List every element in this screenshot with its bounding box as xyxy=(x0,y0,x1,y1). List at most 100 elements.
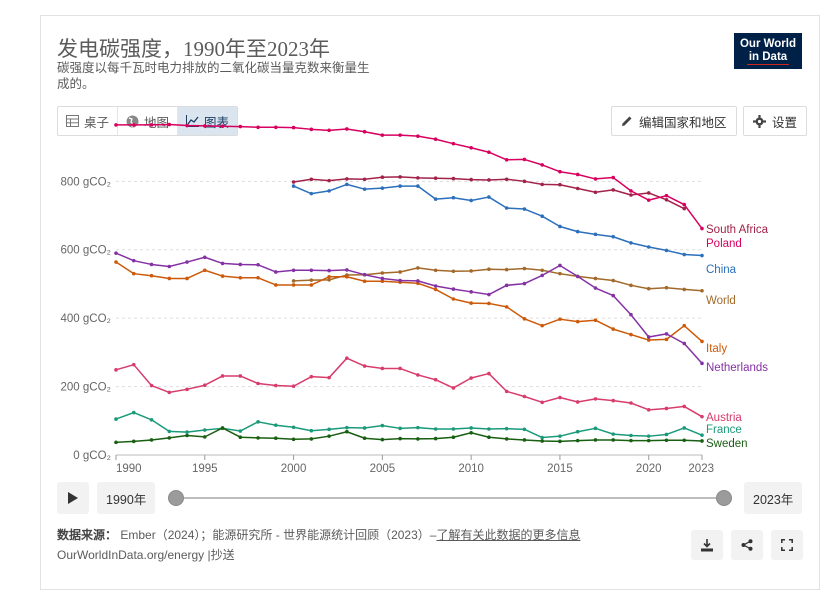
data-point-south-africa-2004 xyxy=(362,177,367,182)
series-line-netherlands xyxy=(115,252,703,364)
series-line-france xyxy=(115,411,703,439)
tab-table[interactable]: 桌子 xyxy=(58,107,119,135)
timeline-end-year[interactable]: 2023年 xyxy=(744,482,803,514)
edit-countries-label: 编辑国家和地区 xyxy=(639,115,727,130)
timeline-start-handle[interactable] xyxy=(168,490,184,506)
series-label-world: World xyxy=(706,295,736,307)
data-point-france-2000 xyxy=(291,425,296,430)
fullscreen-button[interactable] xyxy=(771,530,803,560)
data-point-china-2014 xyxy=(540,214,544,219)
data-point-poland-1997 xyxy=(238,124,243,129)
data-point-china-2020 xyxy=(646,245,651,249)
series-label-china: China xyxy=(706,264,737,276)
data-point-sweden-2014 xyxy=(540,439,544,443)
data-point-france-2013 xyxy=(522,427,527,432)
data-point-italy-2011 xyxy=(487,301,491,306)
data-point-sweden-1995 xyxy=(202,435,207,439)
data-point-china-2007 xyxy=(416,184,420,188)
data-point-france-2019 xyxy=(629,433,633,438)
y-tick-label-800: 800 gCO₂ xyxy=(61,176,112,188)
data-point-france-1997 xyxy=(238,429,243,433)
data-point-netherlands-2014 xyxy=(540,273,544,278)
data-point-china-2017 xyxy=(593,232,598,237)
data-point-poland-1999 xyxy=(274,125,278,130)
view-tabs: 桌子 地图 图表 xyxy=(57,106,239,136)
data-point-south-africa-2017 xyxy=(593,190,598,195)
data-point-world-2014 xyxy=(540,268,544,273)
data-point-poland-2004 xyxy=(362,129,367,134)
data-point-south-africa-2018 xyxy=(611,188,616,192)
data-point-world-2015 xyxy=(558,271,562,276)
play-button[interactable] xyxy=(57,482,89,514)
data-point-france-1998 xyxy=(256,420,260,424)
share-button[interactable] xyxy=(731,530,763,560)
series-label-netherlands: Netherlands xyxy=(706,362,768,374)
data-point-world-2020 xyxy=(646,286,651,291)
data-point-italy-2014 xyxy=(540,323,544,328)
data-point-poland-2021 xyxy=(664,193,669,198)
timeline-track[interactable] xyxy=(176,497,724,499)
data-point-sweden-2011 xyxy=(487,435,491,440)
owid-url[interactable]: OurWorldInData.org/energy |抄送 xyxy=(57,548,235,562)
data-point-italy-2012 xyxy=(504,305,509,309)
data-point-sweden-1990 xyxy=(114,440,118,445)
data-point-poland-2023 xyxy=(700,226,704,231)
data-point-netherlands-2022 xyxy=(682,341,687,346)
data-point-sweden-2004 xyxy=(362,436,367,441)
data-point-south-africa-2005 xyxy=(380,175,385,180)
data-point-sweden-2019 xyxy=(629,438,633,443)
sources-link[interactable]: 了解有关此数据的更多信息 xyxy=(436,528,581,542)
data-point-italy-1992 xyxy=(149,273,154,278)
data-point-sweden-2006 xyxy=(398,436,402,441)
data-point-italy-1995 xyxy=(202,268,207,273)
tab-chart[interactable]: 图表 xyxy=(178,107,238,135)
data-point-france-2001 xyxy=(309,428,314,433)
data-point-sweden-1997 xyxy=(238,435,243,440)
data-point-south-africa-2014 xyxy=(540,182,544,187)
data-point-south-africa-2016 xyxy=(575,186,580,191)
timeline-end-handle[interactable] xyxy=(716,490,732,506)
data-point-italy-2010 xyxy=(469,301,473,305)
data-point-austria-2011 xyxy=(487,371,491,376)
settings-button[interactable]: 设置 xyxy=(743,106,808,136)
data-point-world-2019 xyxy=(629,283,633,288)
data-point-world-2008 xyxy=(433,268,438,273)
data-point-austria-2014 xyxy=(540,400,544,405)
data-point-sweden-2018 xyxy=(611,438,616,442)
owid-logo[interactable]: Our World in Data xyxy=(734,33,802,69)
timeline-start-year[interactable]: 1990年 xyxy=(97,482,156,514)
data-point-netherlands-2005 xyxy=(380,276,385,281)
data-point-austria-2013 xyxy=(522,394,527,399)
data-point-sweden-2000 xyxy=(291,437,296,442)
data-point-france-2003 xyxy=(345,425,349,430)
data-point-austria-2022 xyxy=(682,404,687,409)
data-point-poland-2018 xyxy=(611,175,616,180)
x-tick-label-2010: 2010 xyxy=(458,463,484,475)
data-point-netherlands-2018 xyxy=(611,293,616,298)
data-point-italy-2023 xyxy=(700,339,704,344)
data-point-sweden-1992 xyxy=(149,438,154,442)
download-button[interactable] xyxy=(691,530,723,560)
data-point-sweden-1991 xyxy=(131,439,136,444)
data-point-world-2017 xyxy=(593,276,598,281)
data-point-china-2018 xyxy=(611,234,616,239)
edit-countries-button[interactable]: 编辑国家和地区 xyxy=(611,106,737,136)
data-point-south-africa-2020 xyxy=(646,191,651,195)
data-point-china-2005 xyxy=(380,186,385,190)
data-point-china-2010 xyxy=(469,198,473,203)
data-point-poland-2022 xyxy=(682,202,687,207)
data-point-austria-2003 xyxy=(345,356,349,360)
data-point-china-2012 xyxy=(504,206,509,210)
data-point-sweden-2002 xyxy=(327,434,331,438)
data-point-italy-1996 xyxy=(220,274,225,278)
chart-subtitle: 碳强度以每千瓦时电力排放的二氧化碳当量克数来衡量生成的。 xyxy=(57,61,370,91)
y-tick-label-400: 400 gCO₂ xyxy=(61,313,112,325)
data-point-poland-1996 xyxy=(220,124,225,129)
data-point-poland-1991 xyxy=(131,123,136,127)
x-tick-label-2020: 2020 xyxy=(636,463,662,475)
data-point-netherlands-1999 xyxy=(274,270,278,274)
data-point-south-africa-2015 xyxy=(558,182,562,187)
data-point-sweden-2003 xyxy=(345,429,349,434)
data-point-france-2010 xyxy=(469,426,473,430)
